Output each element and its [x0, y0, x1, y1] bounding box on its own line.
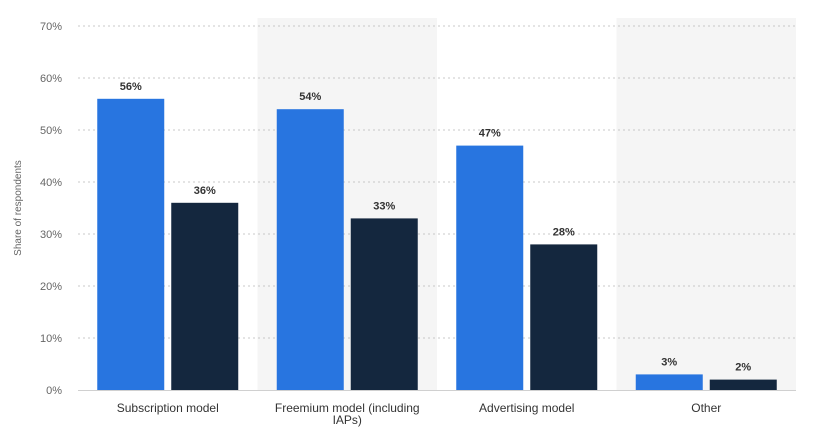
- y-tick-label: 30%: [40, 229, 62, 241]
- y-axis-label: Share of respondents: [13, 160, 24, 256]
- y-tick-label: 10%: [40, 333, 62, 345]
- data-label: 54%: [299, 91, 321, 103]
- y-axis-ticks: 0% 10% 20% 30% 40% 50% 60% 70%: [40, 21, 62, 397]
- y-tick-label: 70%: [40, 21, 62, 33]
- x-category-label: Subscription model: [117, 401, 219, 415]
- x-category-label: Other: [691, 401, 721, 415]
- data-label: 3%: [661, 356, 677, 368]
- x-category-label: Freemium model (including IAPs): [275, 401, 420, 427]
- data-label: 56%: [120, 81, 142, 93]
- y-tick-label: 60%: [40, 73, 62, 85]
- y-tick-label: 50%: [40, 125, 62, 137]
- bar: [97, 98, 165, 391]
- y-tick-label: 40%: [40, 177, 62, 189]
- bar: [709, 379, 777, 390]
- data-label: 2%: [735, 362, 751, 374]
- y-tick-label: 0%: [46, 385, 62, 397]
- x-category-label: Advertising model: [479, 401, 574, 415]
- data-label: 36%: [194, 185, 216, 197]
- x-axis-categories: Subscription model Freemium model (includ…: [117, 401, 722, 427]
- bar: [276, 109, 344, 390]
- data-label: 28%: [553, 226, 575, 238]
- y-tick-label: 20%: [40, 281, 62, 293]
- data-labels: 56% 36% 54% 33% 47% 28% 3% 2%: [120, 81, 752, 374]
- bar: [635, 374, 703, 390]
- bar: [171, 202, 239, 390]
- data-label: 33%: [373, 200, 395, 212]
- bar: [350, 218, 418, 390]
- bar: [530, 244, 598, 390]
- data-label: 47%: [479, 128, 501, 140]
- bar: [456, 145, 524, 390]
- bars: [97, 98, 777, 391]
- category-band: [616, 18, 796, 390]
